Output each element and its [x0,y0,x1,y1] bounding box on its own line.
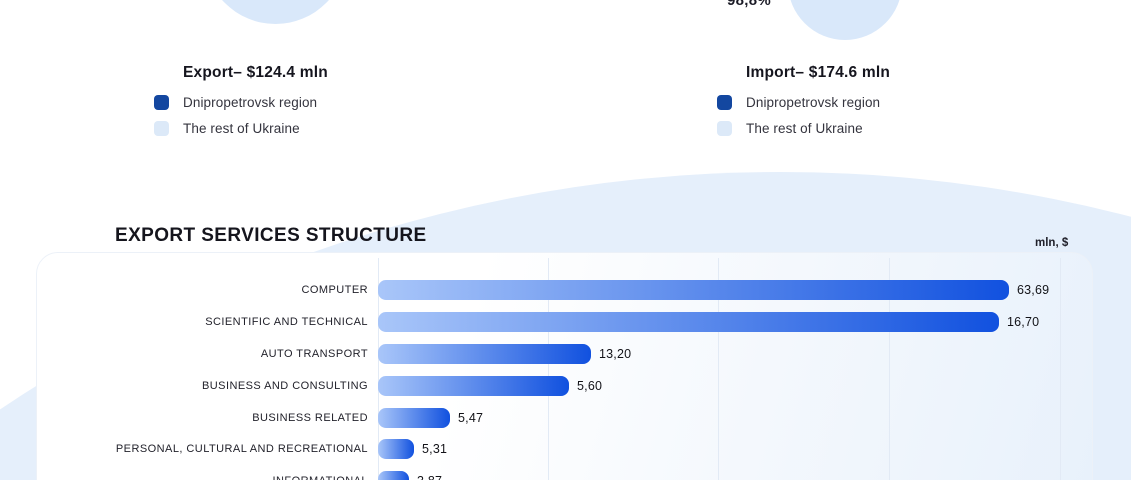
bar-value-label: 16,70 [1007,315,1040,329]
gridline [1060,258,1061,480]
legend-item: The rest of Ukraine [717,120,863,136]
section-title: EXPORT SERVICES STRUCTURE [115,225,427,246]
bar [378,439,414,459]
bar [378,471,409,480]
bar [378,280,1009,300]
bar-value-label: 5,47 [458,411,484,425]
rest-of-ukraine-swatch [154,120,169,136]
bar [378,344,591,364]
bar-category-label: COMPUTER [301,284,368,296]
bar-value-label: 3,87 [417,471,442,480]
bar-row: BUSINESS RELATED 5,47 [37,408,1092,428]
bar-row: INFORMATIONAL 3,87 [37,471,1092,480]
region-swatch [154,94,169,110]
export-title: Export– $124.4 mln [183,64,328,81]
bar [378,312,999,332]
gridline [378,258,379,480]
rest-of-ukraine-swatch [717,120,732,136]
import-title: Import– $174.6 mln [746,64,891,81]
bar-row: PERSONAL, CULTURAL AND RECREATIONAL 5,31 [37,439,1092,459]
gridline [889,258,890,480]
bar [378,408,450,428]
bar-row: COMPUTER 63,69 [37,280,1092,300]
export-pie-chart [204,0,347,24]
pie-percentage-label: 98,8% [727,0,772,9]
legend-label: The rest of Ukraine [183,120,300,136]
legend-item: The rest of Ukraine [154,120,300,136]
unit-label: mln, $ [1035,237,1069,249]
bar [378,376,569,396]
bar-value-label: 5,31 [422,442,448,456]
legend-label: The rest of Ukraine [746,120,863,136]
bar-category-label: BUSINESS AND CONSULTING [201,380,368,392]
bar-category-label: AUTO TRANSPORT [260,348,368,360]
bar-value-label: 13,20 [599,347,632,361]
bar-chart-card: COMPUTER 63,69 SCIENTIFIC AND TECHNICAL 16,… [36,252,1093,480]
legend-item: Dnipropetrovsk region [154,94,317,110]
bar-category-label: SCIENTIFIC AND TECHNICAL [205,316,368,328]
legend-item: Dnipropetrovsk region [717,94,880,110]
legend-label: Dnipropetrovsk region [746,94,881,110]
import-pie-chart [788,0,902,40]
bar-value-label: 63,69 [1017,283,1050,297]
bar-row: SCIENTIFIC AND TECHNICAL 16,70 [37,312,1092,332]
bar-row: AUTO TRANSPORT 13,20 [37,344,1092,364]
bar-row: BUSINESS AND CONSULTING 5,60 [37,376,1092,396]
bar-category-label: BUSINESS RELATED [252,412,368,424]
region-swatch [717,94,732,110]
legend-label: Dnipropetrovsk region [183,94,318,110]
gridline [548,258,549,480]
bar-category-label: PERSONAL, CULTURAL AND RECREATIONAL [115,443,368,455]
gridline [718,258,719,480]
bar-value-label: 5,60 [577,379,603,393]
bar-category-label: INFORMATIONAL [37,471,368,480]
